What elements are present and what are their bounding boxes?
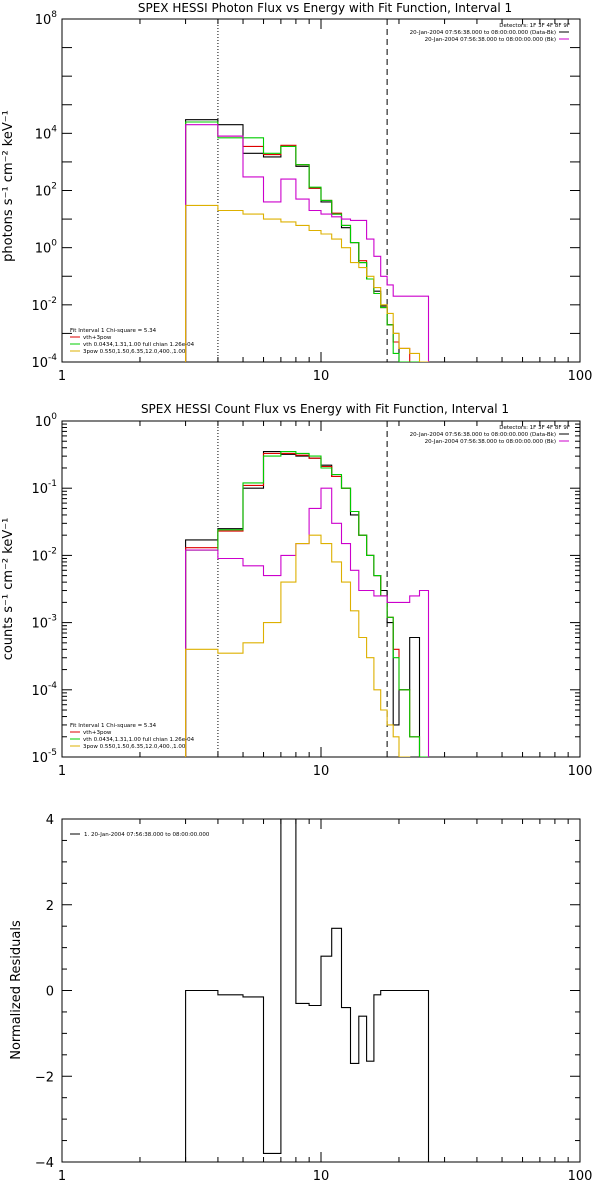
fit-legend-text: vth 0.0434,1.31,1.00 full chian 1.26e-04: [83, 342, 195, 348]
y-tick-label: 102: [35, 182, 57, 200]
residual-legend-text: 1. 20-Jan-2004 07:56:38.000 to 08:00:00.…: [84, 832, 210, 838]
fit-legend-text: 3pow 0.550,1.50,6.35,12.0,400.,1.00: [83, 744, 186, 750]
legend-entry-text: 20-Jan-2004 07:56:38.000 to 08:00:00.000…: [425, 439, 556, 445]
y-tick-label: −4: [35, 1156, 54, 1171]
fit-legend-text: vth+3pow: [83, 730, 112, 736]
x-tick-label: 1: [58, 369, 66, 384]
residuals-panel: Normalized Residuals 1 10 100 −4 −2 0 2 4 1. 20-…: [9, 813, 593, 1184]
legend-entry-text: 20-Jan-2004 07:56:38.000 to 08:00:00.000…: [425, 37, 556, 43]
x-tick-label: 10: [313, 369, 330, 384]
x-tick-label: 10: [313, 1169, 330, 1184]
fit-legend-text: vth 0.0434,1.31,1.00 full chian 1.26e-04: [83, 737, 195, 743]
histogram-series-1: [185, 452, 430, 757]
photon-flux-title: SPEX HESSI Photon Flux vs Energy with Fi…: [138, 1, 512, 15]
histogram-series-3: [185, 124, 430, 362]
legend-entry-text: 20-Jan-2004 07:56:38.000 to 08:00:00.000…: [410, 30, 556, 36]
x-tick-label: 1: [58, 1169, 66, 1184]
fit-legend-text: 3pow 0.550,1.50,6.35,12.0,400.,1.00: [83, 349, 186, 355]
histogram-series-0: [185, 451, 421, 757]
y-tick-label: −2: [35, 1070, 54, 1085]
y-tick-label: 2: [46, 899, 54, 914]
count-flux-title: SPEX HESSI Count Flux vs Energy with Fit…: [141, 402, 509, 416]
fit-legend-header: Fit Interval 1 Chi-square = 5.34: [70, 328, 157, 334]
y-tick-label: 10-4: [31, 681, 57, 699]
histogram-series-1: [185, 121, 411, 362]
y-tick-label: 108: [35, 10, 58, 28]
y-tick-label: 100: [35, 239, 58, 257]
photon-flux-ylabel: photons s⁻¹ cm⁻² keV⁻¹: [1, 110, 16, 262]
y-tick-label: 10-2: [31, 296, 57, 314]
x-tick-label: 100: [568, 764, 593, 779]
y-tick-label: 4: [46, 813, 54, 828]
histogram-series-2: [185, 121, 430, 362]
histogram-series-0: [185, 119, 421, 362]
x-tick-label: 100: [568, 1169, 593, 1184]
y-tick-label: 10-4: [31, 353, 57, 371]
histogram-series-4: [185, 534, 411, 757]
x-tick-label: 1: [58, 764, 66, 779]
photon-flux-panel: SPEX HESSI Photon Flux vs Energy with Fi…: [1, 1, 593, 384]
y-tick-label: 10-5: [31, 748, 57, 766]
x-tick-label: 10: [313, 764, 330, 779]
histogram-series-4: [185, 204, 430, 362]
x-tick-label: 100: [568, 369, 593, 384]
histogram-series-3: [185, 487, 430, 757]
detectors-label: Detectors: 1F 3F 4F 8F 9F: [499, 425, 570, 431]
fit-legend-header: Fit Interval 1 Chi-square = 5.34: [70, 723, 157, 729]
y-tick-label: 10-1: [31, 479, 57, 497]
y-tick-label: 0: [46, 985, 54, 1000]
residuals-ylabel: Normalized Residuals: [9, 920, 24, 1060]
legend-entry-text: 20-Jan-2004 07:56:38.000 to 08:00:00.000…: [410, 432, 556, 438]
fit-legend-text: vth+3pow: [83, 335, 112, 341]
histogram-series-0: [185, 819, 430, 1162]
plot-frame: [61, 420, 581, 758]
detectors-label: Detectors: 1F 3F 4F 8F 9F: [499, 23, 570, 29]
y-tick-label: 100: [35, 412, 58, 430]
histogram-series-2: [185, 451, 430, 757]
y-tick-label: 10-2: [31, 546, 57, 564]
count-flux-panel: SPEX HESSI Count Flux vs Energy with Fit…: [1, 402, 593, 779]
y-tick-label: 104: [35, 124, 58, 142]
y-tick-label: 10-3: [31, 614, 57, 632]
count-flux-ylabel: counts s⁻¹ cm⁻² keV⁻¹: [1, 518, 16, 661]
